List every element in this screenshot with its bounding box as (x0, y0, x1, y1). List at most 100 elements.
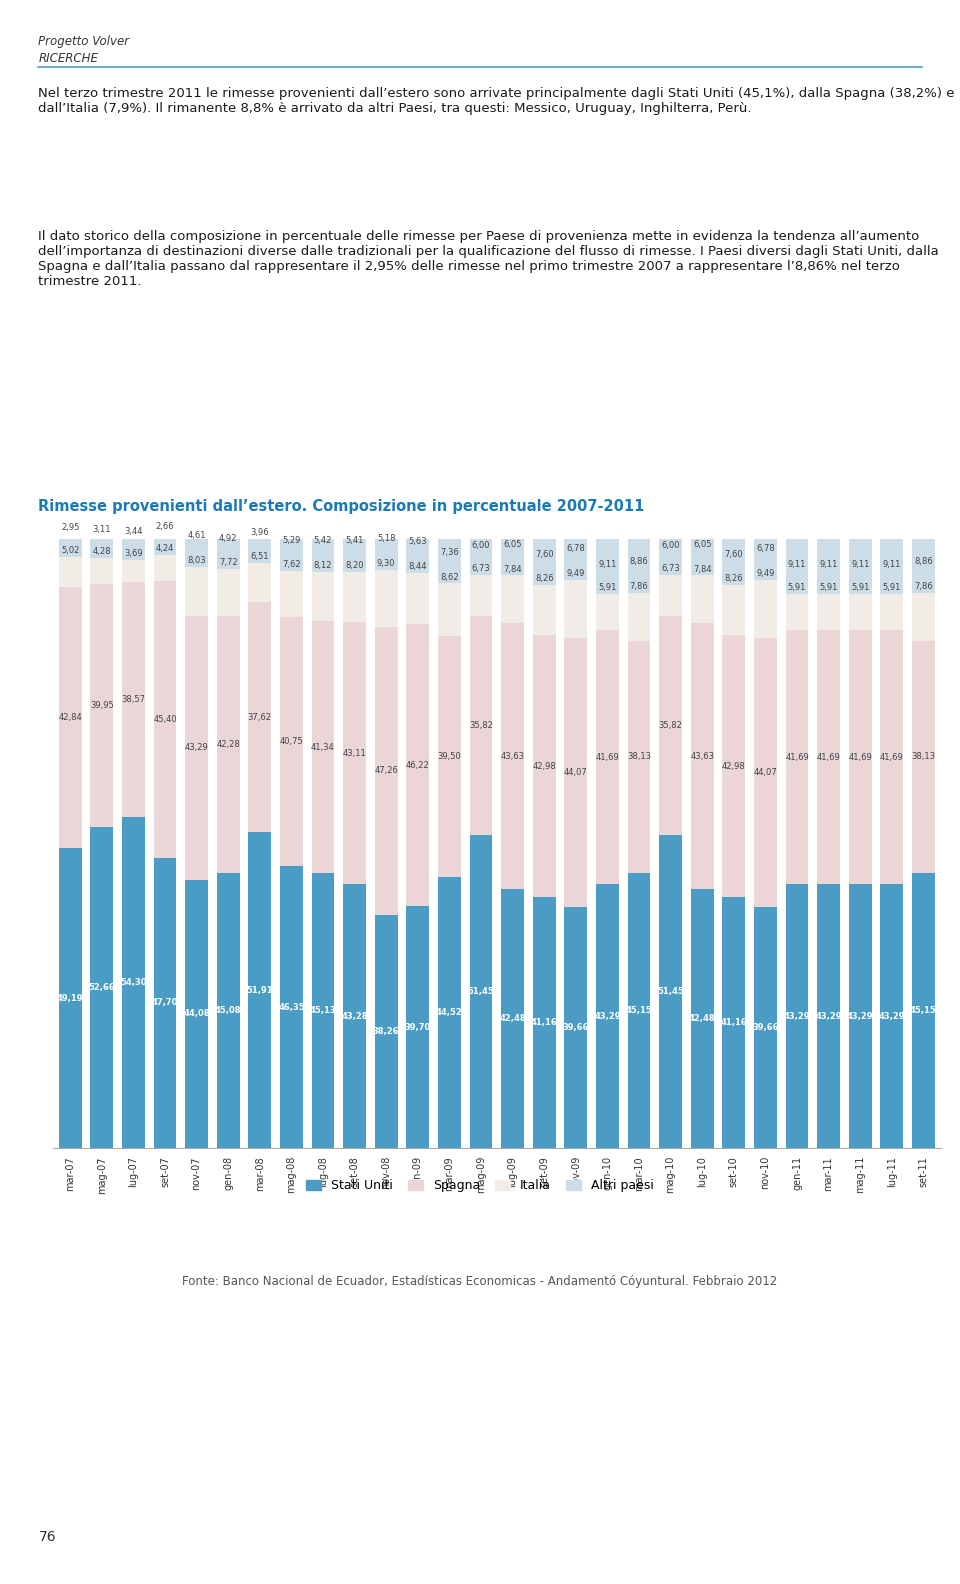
Bar (59, 588, 82, 849)
Bar (691, 539, 713, 575)
Text: 2,66: 2,66 (156, 521, 175, 531)
Text: 5,91: 5,91 (820, 583, 838, 592)
Bar (785, 594, 808, 630)
Text: 43,29: 43,29 (878, 1012, 905, 1022)
Bar (438, 583, 461, 637)
Text: 9,11: 9,11 (882, 561, 901, 569)
Text: Nel terzo trimestre 2011 le rimesse provenienti dall’estero sono arrivate princi: Nel terzo trimestre 2011 le rimesse prov… (38, 87, 955, 116)
Text: 7,60: 7,60 (725, 550, 743, 559)
Bar (754, 638, 777, 906)
Bar (344, 539, 366, 572)
Bar (374, 539, 397, 570)
Text: 38,57: 38,57 (121, 695, 145, 705)
Bar (122, 581, 145, 817)
Text: 43,29: 43,29 (847, 1012, 874, 1022)
Bar (249, 539, 271, 562)
Bar (880, 539, 903, 594)
Text: 4,61: 4,61 (187, 531, 205, 540)
Text: 9,11: 9,11 (788, 561, 806, 569)
Text: 39,95: 39,95 (90, 702, 113, 710)
Text: 8,62: 8,62 (440, 572, 459, 581)
Bar (912, 539, 935, 592)
Text: 4,28: 4,28 (92, 546, 111, 556)
Text: 38,13: 38,13 (627, 752, 651, 762)
Bar (785, 884, 808, 1148)
Text: 3,11: 3,11 (92, 524, 111, 534)
Bar (849, 539, 872, 594)
Text: 4,92: 4,92 (219, 534, 237, 542)
Text: 5,29: 5,29 (282, 535, 300, 545)
Bar (90, 827, 113, 1148)
Bar (374, 570, 397, 627)
Text: 38,26: 38,26 (372, 1028, 399, 1036)
Bar (344, 884, 366, 1148)
Text: 41,69: 41,69 (595, 752, 619, 762)
Text: 43,11: 43,11 (343, 749, 367, 757)
Bar (849, 630, 872, 884)
Bar (469, 575, 492, 616)
Text: 6,51: 6,51 (251, 551, 269, 561)
Text: 45,40: 45,40 (154, 714, 177, 724)
Bar (469, 616, 492, 835)
Bar (533, 635, 556, 898)
Bar (469, 835, 492, 1148)
Bar (628, 592, 650, 640)
Text: 5,91: 5,91 (851, 583, 870, 592)
Text: 3,69: 3,69 (124, 548, 143, 558)
Bar (596, 594, 619, 630)
Bar (154, 539, 177, 554)
Text: 54,30: 54,30 (120, 979, 147, 987)
Text: 2,95: 2,95 (61, 523, 80, 532)
Bar (849, 594, 872, 630)
Text: 43,28: 43,28 (342, 1012, 368, 1022)
Text: 42,48: 42,48 (499, 1014, 526, 1023)
Text: 41,69: 41,69 (785, 752, 809, 762)
Bar (596, 630, 619, 884)
Text: 9,11: 9,11 (820, 561, 838, 569)
Bar (564, 539, 588, 580)
Text: 5,18: 5,18 (377, 534, 396, 543)
Bar (249, 602, 271, 832)
Text: 42,28: 42,28 (216, 740, 240, 749)
Bar (628, 539, 650, 592)
Text: 9,30: 9,30 (377, 559, 396, 569)
Bar (280, 539, 302, 570)
Bar (785, 539, 808, 594)
Text: 35,82: 35,82 (469, 721, 492, 730)
Text: 5,91: 5,91 (788, 583, 806, 592)
Text: 47,70: 47,70 (152, 998, 179, 1007)
Text: 8,86: 8,86 (914, 558, 933, 567)
Text: 43,29: 43,29 (815, 1012, 842, 1022)
Bar (438, 637, 461, 878)
Bar (660, 575, 682, 616)
Bar (596, 884, 619, 1148)
Bar (59, 849, 82, 1148)
Bar (280, 570, 302, 618)
Text: 41,69: 41,69 (880, 752, 903, 762)
Bar (533, 584, 556, 635)
Bar (217, 539, 240, 569)
Text: 44,07: 44,07 (754, 768, 778, 776)
Text: 39,66: 39,66 (563, 1023, 589, 1031)
Bar (59, 556, 82, 588)
Text: 6,73: 6,73 (471, 564, 491, 573)
Text: 44,52: 44,52 (436, 1007, 463, 1017)
Text: 5,91: 5,91 (598, 583, 616, 592)
Text: 42,48: 42,48 (689, 1014, 715, 1023)
Bar (533, 898, 556, 1148)
Bar (122, 559, 145, 581)
Text: 43,63: 43,63 (500, 752, 524, 760)
Text: 44,07: 44,07 (564, 768, 588, 776)
Bar (122, 539, 145, 559)
Bar (691, 623, 713, 889)
Text: 43,63: 43,63 (690, 752, 714, 760)
Text: 5,63: 5,63 (409, 537, 427, 546)
Text: 35,82: 35,82 (659, 721, 683, 730)
Bar (785, 630, 808, 884)
Bar (817, 884, 840, 1148)
Text: 8,26: 8,26 (535, 573, 554, 583)
Bar (406, 624, 429, 906)
Bar (596, 539, 619, 594)
Text: 3,44: 3,44 (124, 527, 143, 535)
Text: 6,78: 6,78 (566, 543, 586, 553)
